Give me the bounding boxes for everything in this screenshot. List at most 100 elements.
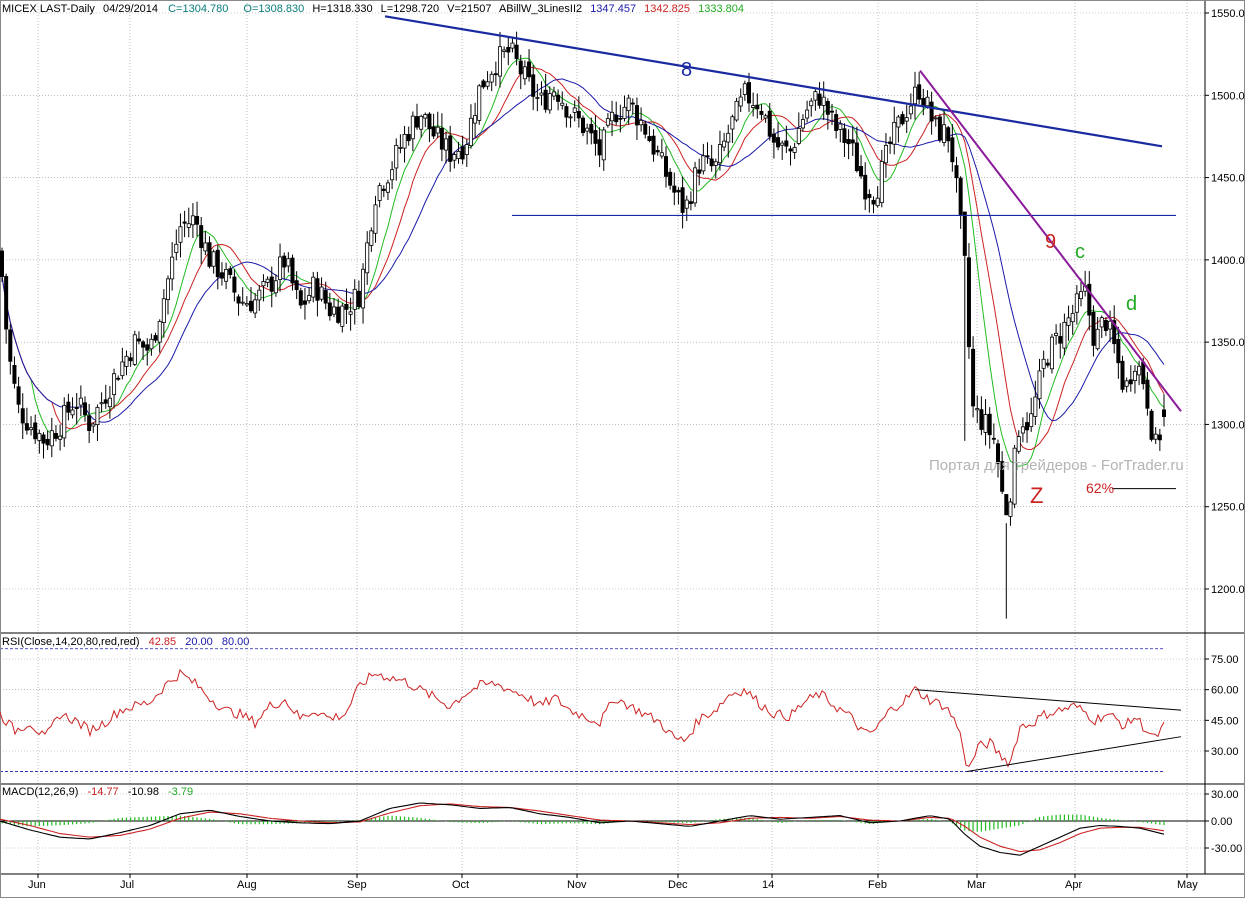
candle: [1153, 427, 1158, 444]
candle-body-down: [228, 268, 233, 275]
candle-body-up: [1012, 447, 1017, 505]
candle-body-down: [817, 93, 822, 106]
price-tick-label: 1450.00: [1211, 173, 1245, 185]
candle-body-up: [165, 278, 170, 300]
candle-body-down: [1120, 360, 1125, 390]
candle: [996, 439, 1001, 478]
candle-body-down: [53, 433, 58, 439]
candle-body-up: [477, 85, 482, 121]
candle-body-down: [74, 406, 79, 409]
macd-line: [0, 802, 1165, 856]
candle-body-down: [668, 171, 673, 186]
candle: [145, 338, 150, 366]
open-value: O=1308.830: [243, 3, 304, 15]
candle: [348, 297, 353, 331]
candle: [925, 90, 930, 109]
candle: [62, 397, 67, 447]
candle: [419, 114, 424, 138]
candle: [228, 265, 233, 279]
candle: [726, 124, 731, 158]
candle-body-down: [987, 413, 992, 436]
candle: [1054, 324, 1059, 345]
candle: [435, 111, 440, 139]
candle: [477, 83, 482, 125]
candle: [655, 145, 660, 156]
candle: [502, 46, 507, 58]
candle-body-down: [1091, 311, 1096, 346]
date-label: 04/29/2014: [103, 3, 158, 15]
candle: [747, 72, 752, 112]
candle: [892, 106, 897, 155]
candle: [535, 83, 540, 112]
candle: [1025, 412, 1030, 443]
candle: [568, 114, 573, 128]
candle-body-down: [248, 300, 253, 312]
candle: [1045, 358, 1050, 368]
month-label: 14: [762, 879, 774, 891]
candle-body-up: [1016, 436, 1021, 452]
candle-body-up: [489, 73, 494, 83]
candle: [1062, 313, 1067, 356]
candle: [286, 252, 291, 273]
candle: [195, 201, 200, 237]
candle-body-down: [514, 44, 519, 59]
candle: [971, 336, 976, 418]
candle: [917, 72, 922, 105]
rsi-value: 42.85: [149, 636, 177, 648]
candle: [282, 252, 287, 280]
moving-averages: [1, 57, 1165, 467]
wave-9-label: 9: [1045, 231, 1056, 253]
candle: [734, 97, 739, 122]
candle: [622, 95, 627, 122]
ma-green-value: 1333.804: [698, 3, 744, 15]
candle-body-up: [444, 138, 449, 151]
candle-body-down: [634, 105, 639, 126]
candle: [755, 93, 760, 119]
candle-body-up: [913, 86, 918, 105]
candle: [224, 262, 229, 290]
candle-body-up: [361, 268, 366, 309]
rsi-low-level: 20.00: [185, 636, 213, 648]
candle-body-up: [261, 281, 266, 287]
candle-body-up: [560, 102, 565, 106]
candle-body-up: [394, 144, 399, 169]
candle-body-up: [190, 215, 195, 226]
candle: [444, 131, 449, 164]
candle-body-up: [340, 305, 345, 327]
candle: [958, 176, 963, 229]
candle: [493, 61, 498, 87]
macd-tick-label: -30.00: [1211, 843, 1242, 855]
candle-body-up: [468, 117, 473, 147]
candle: [626, 94, 631, 125]
candle-body-up: [464, 144, 469, 155]
candle-body-down: [327, 302, 332, 317]
candle-body-down: [1162, 409, 1167, 417]
candle: [518, 54, 523, 90]
candle-body-up: [742, 83, 747, 95]
candle-body-up: [639, 119, 644, 126]
candle-body-down: [888, 141, 893, 144]
candle: [1049, 333, 1054, 374]
candle: [302, 288, 307, 320]
candle: [385, 179, 390, 201]
candle-body-down: [1149, 410, 1154, 440]
candle: [933, 115, 938, 127]
candle: [846, 129, 851, 160]
candle-body-up: [821, 96, 826, 106]
volume-value: V=21507: [447, 3, 491, 15]
candle: [1012, 444, 1017, 509]
candle-body-up: [37, 433, 42, 441]
candle-body-up: [1153, 433, 1158, 440]
month-label: May: [1177, 879, 1198, 891]
wave-z-label: Z: [1030, 483, 1043, 508]
candle-body-up: [722, 140, 727, 148]
candle-body-up: [473, 115, 478, 124]
candle-body-down: [298, 290, 303, 306]
candle: [298, 287, 303, 309]
candle: [377, 182, 382, 208]
candle-body-down: [448, 135, 453, 162]
candle: [1079, 278, 1084, 307]
candlesticks: [0, 31, 1167, 619]
candle-body-down: [946, 127, 951, 142]
candle-body-down: [900, 114, 905, 125]
